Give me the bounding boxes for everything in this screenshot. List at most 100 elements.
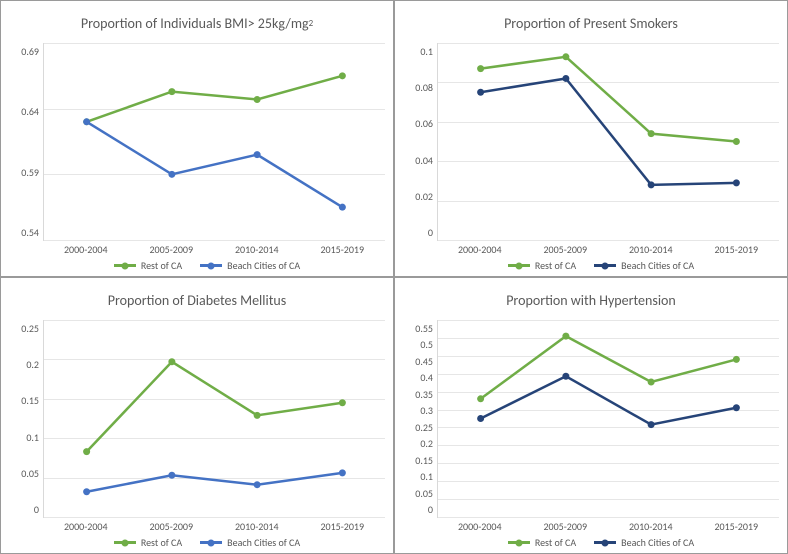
y-tick-label: 0.2	[9, 358, 39, 371]
plot-area: 0.25 0.2 0.15 0.1 0.05 0	[9, 320, 385, 518]
plot	[43, 43, 385, 241]
x-tick-label: 2005-2009	[543, 520, 587, 533]
x-tick-label: 2010-2014	[235, 520, 279, 533]
y-tick-label: 0.25	[9, 322, 39, 335]
plot	[43, 320, 385, 518]
chart-panel-hypertension: Proportion with Hypertension0.550.50.450…	[394, 277, 788, 554]
x-tick-label: 2015-2019	[714, 243, 758, 256]
x-tick-label: 2015-2019	[320, 243, 364, 256]
series-marker	[733, 356, 740, 363]
series-marker	[733, 179, 740, 186]
plot-area: 0.10.080.060.040.020	[403, 43, 779, 241]
series-marker	[168, 171, 175, 178]
y-tick-label: 0.59	[9, 166, 39, 179]
series-marker	[733, 138, 740, 145]
legend-swatch	[594, 264, 616, 267]
plot-area: 0.690.640.590.54	[9, 43, 385, 241]
legend-item: Beach Cities of CA	[594, 259, 694, 272]
y-tick-label: 0.15	[9, 394, 39, 407]
series-marker	[648, 421, 655, 428]
y-tick-label: 0.15	[403, 454, 433, 467]
legend: Rest of CABeach Cities of CA	[29, 536, 385, 549]
legend-swatch	[114, 541, 136, 544]
legend-item: Beach Cities of CA	[200, 259, 300, 272]
legend-label: Beach Cities of CA	[227, 259, 300, 272]
x-tick-label: 2015-2019	[714, 520, 758, 533]
series-line	[481, 57, 737, 142]
y-axis-labels: 0.25 0.2 0.15 0.1 0.05 0	[9, 320, 43, 518]
series-marker	[733, 404, 740, 411]
y-tick-label: 0.1	[403, 45, 433, 58]
legend-swatch	[114, 264, 136, 267]
x-axis-labels: 2000-2004 2005-2009 2010-2014 2015-2019	[43, 520, 385, 533]
series-marker	[562, 53, 569, 60]
gridline	[438, 517, 779, 518]
legend-swatch	[200, 264, 222, 267]
chart-panel-diabetes: Proportion of Diabetes Mellitus0.250.20.…	[0, 277, 394, 554]
legend-item: Rest of CA	[508, 536, 576, 549]
gridline	[44, 240, 385, 241]
series-marker	[339, 399, 346, 406]
y-tick-label: 0.5	[403, 338, 433, 351]
legend-label: Beach Cities of CA	[621, 259, 694, 272]
y-tick-label: 0.1	[403, 470, 433, 483]
legend-label: Rest of CA	[535, 259, 576, 272]
chart-title: Proportion of Present Smokers	[403, 7, 779, 41]
legend-item: Rest of CA	[114, 259, 182, 272]
series-marker	[477, 415, 484, 422]
x-tick-label: 2010-2014	[629, 520, 673, 533]
y-tick-label: 0	[403, 503, 433, 516]
chart-panel-smokers: Proportion of Present Smokers0.10.080.06…	[394, 0, 788, 277]
y-tick-label: 0.08	[403, 81, 433, 94]
plot	[437, 320, 779, 518]
legend: Rest of CA Beach Cities of CA	[423, 536, 779, 549]
y-tick-label: 0.05	[9, 467, 39, 480]
chart-title: Proportion with Hypertension	[403, 284, 779, 318]
x-tick-label: 2005-2009	[543, 243, 587, 256]
series-marker	[254, 96, 261, 103]
series-line	[87, 122, 343, 207]
y-tick-label: 0.05	[403, 487, 433, 500]
plot-area: 0.550.50.450.40.350.30.250.20.150.10.050	[403, 320, 779, 518]
y-tick-label: 0.25	[403, 421, 433, 434]
series-marker	[168, 88, 175, 95]
series-marker	[254, 151, 261, 158]
legend-swatch	[508, 264, 530, 267]
gridline	[44, 517, 385, 518]
series-line	[87, 473, 343, 492]
y-tick-label: 0.02	[403, 190, 433, 203]
x-axis-labels: 2000-20042005-20092010-20142015-2019	[43, 243, 385, 256]
y-tick-label: 0	[403, 226, 433, 239]
y-axis-labels: 0.690.640.590.54	[9, 43, 43, 241]
legend: Rest of CA Beach Cities of CA	[29, 259, 385, 272]
series-marker	[477, 89, 484, 96]
x-tick-label: 2000-2004	[64, 520, 108, 533]
legend-swatch	[200, 541, 222, 544]
legend-swatch	[594, 541, 616, 544]
series-line	[87, 362, 343, 452]
legend-item: Rest of CA	[114, 536, 182, 549]
legend: Rest of CA Beach Cities of CA	[423, 259, 779, 272]
legend-item: Rest of CA	[508, 259, 576, 272]
y-tick-label: 0.1	[9, 431, 39, 444]
series-marker	[477, 395, 484, 402]
chart-title: Proportion of Diabetes Mellitus	[9, 284, 385, 318]
series-svg	[44, 320, 385, 517]
y-tick-label: 0.45	[403, 355, 433, 368]
x-tick-label: 2010-2014	[235, 243, 279, 256]
y-axis-labels: 0.550.50.450.40.350.30.250.20.150.10.050	[403, 320, 437, 518]
x-axis-labels: 2000-20042005-20092010-20142015-2019	[437, 520, 779, 533]
series-svg	[44, 43, 385, 240]
y-tick-label: 0.4	[403, 371, 433, 384]
y-tick-label: 0.54	[9, 226, 39, 239]
y-tick-label: 0	[9, 503, 39, 516]
x-tick-label: 2005-2009	[149, 520, 193, 533]
legend-label: Beach Cities of CA	[621, 536, 694, 549]
plot	[437, 43, 779, 241]
y-axis-labels: 0.10.080.060.040.020	[403, 43, 437, 241]
x-tick-label: 2015-2019	[320, 520, 364, 533]
series-svg	[438, 320, 779, 517]
chart-title: Proportion of Individuals BMI> 25kg/mg2	[9, 7, 385, 41]
series-marker	[477, 65, 484, 72]
series-line	[481, 376, 737, 424]
